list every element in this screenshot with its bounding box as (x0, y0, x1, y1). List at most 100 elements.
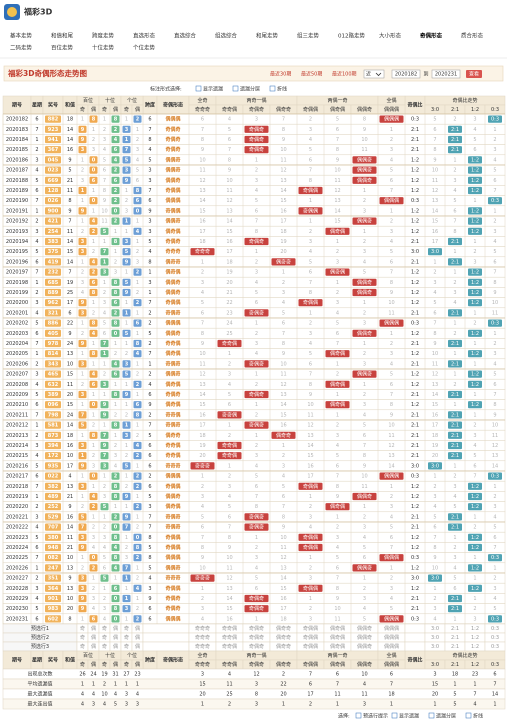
miss-count: 3 (363, 249, 366, 255)
checkbox[interactable] (269, 85, 276, 92)
miss-count: 2 (282, 453, 285, 459)
from-input[interactable] (391, 69, 421, 79)
position-hit (122, 390, 131, 399)
miss-count: 6 (282, 494, 285, 500)
nav-tab[interactable]: 质合形态 (461, 32, 484, 40)
miss-count: 5 (336, 321, 339, 327)
nav-tab[interactable]: 和值和尾 (51, 32, 74, 40)
form-hit-label: 奇偶奇 (249, 524, 264, 531)
miss-count: 4 (433, 290, 436, 296)
header-sub: 2:1 (451, 662, 459, 668)
span: 2 (148, 412, 151, 418)
nav-tab[interactable]: 和尾走势 (256, 32, 279, 40)
nav-tab[interactable]: 组三走势 (297, 32, 320, 40)
draw-number: 367 (48, 147, 59, 153)
position-digit: 7 (81, 412, 85, 418)
miss-count: 4 (255, 351, 258, 357)
nav-tab[interactable]: 百位走势 (51, 44, 74, 52)
miss-count: 3 (453, 290, 456, 296)
nav-tab[interactable]: 基本走势 (10, 32, 33, 40)
position-digit: 6 (114, 178, 118, 184)
span: 6 (148, 463, 151, 469)
to-input[interactable] (431, 69, 461, 79)
stats-value: 1 (81, 682, 84, 688)
weekday: 7 (35, 341, 38, 347)
odd-even-form: 偶偶奇 (164, 330, 180, 337)
header-sub: 1:2 (471, 662, 479, 668)
sum: 15 (67, 402, 73, 408)
checkbox[interactable] (355, 712, 362, 719)
stats-value: 17 (307, 692, 313, 698)
stats-value: 1 (114, 682, 117, 688)
draw-number: 886 (48, 321, 59, 327)
miss-count: 3 (103, 535, 106, 541)
weekday: 4 (35, 168, 38, 174)
position-digit: 4 (114, 565, 118, 571)
header-sub: 奇偶偶 (303, 106, 318, 113)
ratio-hit (468, 543, 482, 552)
position-hit (89, 166, 98, 174)
nav-tab[interactable]: 012路走势 (338, 32, 365, 40)
odd-even-form: 偶偶奇 (164, 156, 180, 163)
miss-count: 1 (92, 392, 95, 398)
miss-count: 5 (255, 474, 258, 480)
miss-count: 3 (125, 555, 128, 561)
checkbox[interactable] (391, 712, 398, 719)
form-hit-label: 奇偶奇 (249, 391, 264, 398)
nav-tab[interactable]: 十位走势 (92, 44, 115, 52)
draw-number: 419 (48, 259, 59, 265)
position-digit: 8 (136, 341, 140, 347)
nav-tab[interactable]: 奇偶形态 (420, 32, 443, 40)
stats-value: 1 (136, 682, 139, 688)
view-button[interactable] (466, 70, 482, 78)
miss-count: 6 (309, 157, 312, 163)
recent-link[interactable]: 最近100期 (332, 71, 357, 78)
ratio-hit-label: 1:2 (471, 382, 479, 388)
nav-tab[interactable]: 个位走势 (133, 44, 156, 52)
sum: 11 (67, 229, 73, 235)
nav-tab[interactable]: 跨度走势 (92, 32, 115, 40)
sum: 14 (67, 127, 73, 133)
ratio-hit-label: 2:1 (451, 361, 459, 367)
weekday: 1 (35, 423, 38, 429)
nav-tab[interactable]: 直选综合 (174, 32, 197, 40)
preselect-cell (142, 623, 190, 634)
position-hit (133, 533, 142, 541)
miss-count: 3 (493, 504, 496, 510)
checkbox[interactable] (465, 712, 472, 719)
nav-tab[interactable]: 二码走势 (10, 44, 33, 52)
position-hit (89, 401, 98, 409)
span: 3 (148, 219, 151, 225)
logo-text: 福彩3D (23, 7, 53, 17)
number-bg (45, 401, 61, 409)
miss-count: 3 (255, 555, 258, 561)
draw-number: 351 (48, 576, 59, 582)
miss-count: 1 (125, 188, 128, 194)
checkbox[interactable] (428, 712, 435, 719)
miss-count: 4 (255, 280, 258, 286)
odd-even-form: 偶奇偶 (164, 228, 180, 235)
form-hit-label: 奇偶偶 (303, 544, 318, 551)
nav-tab[interactable]: 大小形态 (379, 32, 402, 40)
checkbox[interactable] (195, 85, 202, 92)
checkbox[interactable] (232, 85, 239, 92)
sum: 21 (67, 178, 73, 184)
position-digit: 1 (125, 310, 129, 316)
span: 6 (148, 117, 151, 123)
nav-tab[interactable]: 组选综合 (215, 32, 238, 40)
form-hit (190, 248, 215, 256)
miss-count: 1 (473, 412, 476, 418)
miss-count: 7 (282, 331, 285, 337)
weekday: 4 (35, 382, 38, 388)
miss-count: 2 (114, 259, 117, 265)
miss-count: 5 (201, 514, 204, 520)
recent-link[interactable]: 最近30期 (270, 71, 291, 78)
weekday: 1 (35, 351, 38, 357)
ratio: 1:2 (411, 157, 419, 163)
period-select[interactable] (363, 69, 385, 79)
recent-link[interactable]: 最近50期 (301, 71, 322, 78)
position-digit: 3 (81, 147, 85, 153)
span: 5 (148, 433, 151, 439)
nav-tab[interactable]: 直选形态 (133, 32, 156, 40)
miss-count: 3 (493, 586, 496, 592)
